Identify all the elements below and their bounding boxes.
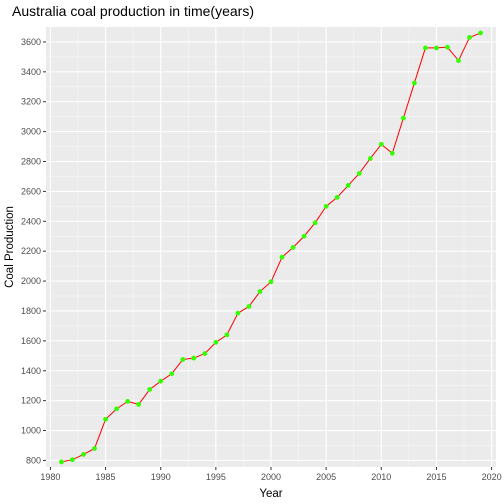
data-point <box>400 115 406 121</box>
data-point <box>191 355 197 361</box>
data-point <box>345 183 351 188</box>
data-point <box>70 457 75 463</box>
data-point <box>356 171 362 176</box>
y-tick-label: 1200 <box>21 396 41 406</box>
data-point <box>478 30 483 36</box>
data-point <box>213 339 219 345</box>
data-point <box>158 378 164 384</box>
x-axis: 1980 1985 1990 1995 2000 2005 2010 2015 2020 <box>40 467 502 482</box>
data-point <box>290 245 296 250</box>
data-point <box>434 45 439 51</box>
data-point <box>246 304 252 309</box>
data-point <box>224 332 230 338</box>
data-point <box>169 371 175 377</box>
x-tick-label: 1980 <box>40 472 60 482</box>
y-tick-label: 2000 <box>21 276 41 286</box>
data-point <box>456 58 461 64</box>
data-point <box>301 233 307 239</box>
x-tick-label: 2005 <box>316 472 336 482</box>
x-tick-label: 2010 <box>371 472 391 482</box>
y-tick-label: 2200 <box>21 246 41 256</box>
data-point <box>423 45 428 51</box>
y-tick-label: 2600 <box>21 186 41 196</box>
data-point <box>81 452 86 457</box>
y-tick-label: 3600 <box>21 37 41 47</box>
x-tick-label: 2015 <box>426 472 446 482</box>
data-point <box>312 220 318 226</box>
y-axis: 800 1000 1200 1400 1600 1800 2000 2200 2400 2600 2… <box>21 37 46 465</box>
data-point <box>257 289 263 294</box>
x-tick-label: 2020 <box>482 472 502 482</box>
data-point <box>445 44 450 50</box>
x-tick-label: 1990 <box>151 472 171 482</box>
x-tick-label: 1995 <box>206 472 226 482</box>
grid-lines <box>46 27 496 467</box>
series-points <box>59 30 483 465</box>
data-point <box>268 279 274 285</box>
data-point <box>180 357 186 362</box>
data-point <box>334 194 340 200</box>
y-tick-label: 1000 <box>21 426 41 436</box>
y-tick-label: 2400 <box>21 216 41 226</box>
y-tick-label: 2800 <box>21 157 41 167</box>
y-tick-label: 1800 <box>21 306 41 316</box>
data-point <box>59 459 64 465</box>
x-tick-label: 2000 <box>261 472 281 482</box>
data-point <box>125 398 131 404</box>
data-point <box>202 351 208 356</box>
y-tick-label: 1600 <box>21 336 41 346</box>
data-point <box>389 150 395 156</box>
y-tick-label: 3200 <box>21 97 41 107</box>
x-axis-title: Year <box>259 488 282 500</box>
data-point <box>367 156 373 161</box>
chart-title: Australia coal production in time(years) <box>12 3 254 19</box>
data-point <box>92 446 97 451</box>
data-point <box>378 141 384 147</box>
y-axis-title: Coal Production <box>4 206 16 288</box>
data-point <box>103 416 108 422</box>
y-tick-label: 1400 <box>21 366 41 376</box>
y-tick-label: 800 <box>26 455 41 465</box>
y-tick-label: 3000 <box>21 127 41 137</box>
data-point <box>136 401 142 407</box>
data-point <box>114 406 119 412</box>
x-tick-label: 1985 <box>96 472 116 482</box>
data-point <box>147 387 153 392</box>
data-point <box>279 254 285 260</box>
data-point <box>411 80 417 86</box>
data-point <box>323 203 329 209</box>
data-point <box>467 35 472 40</box>
data-point <box>235 310 241 316</box>
y-tick-label: 3400 <box>21 67 41 77</box>
